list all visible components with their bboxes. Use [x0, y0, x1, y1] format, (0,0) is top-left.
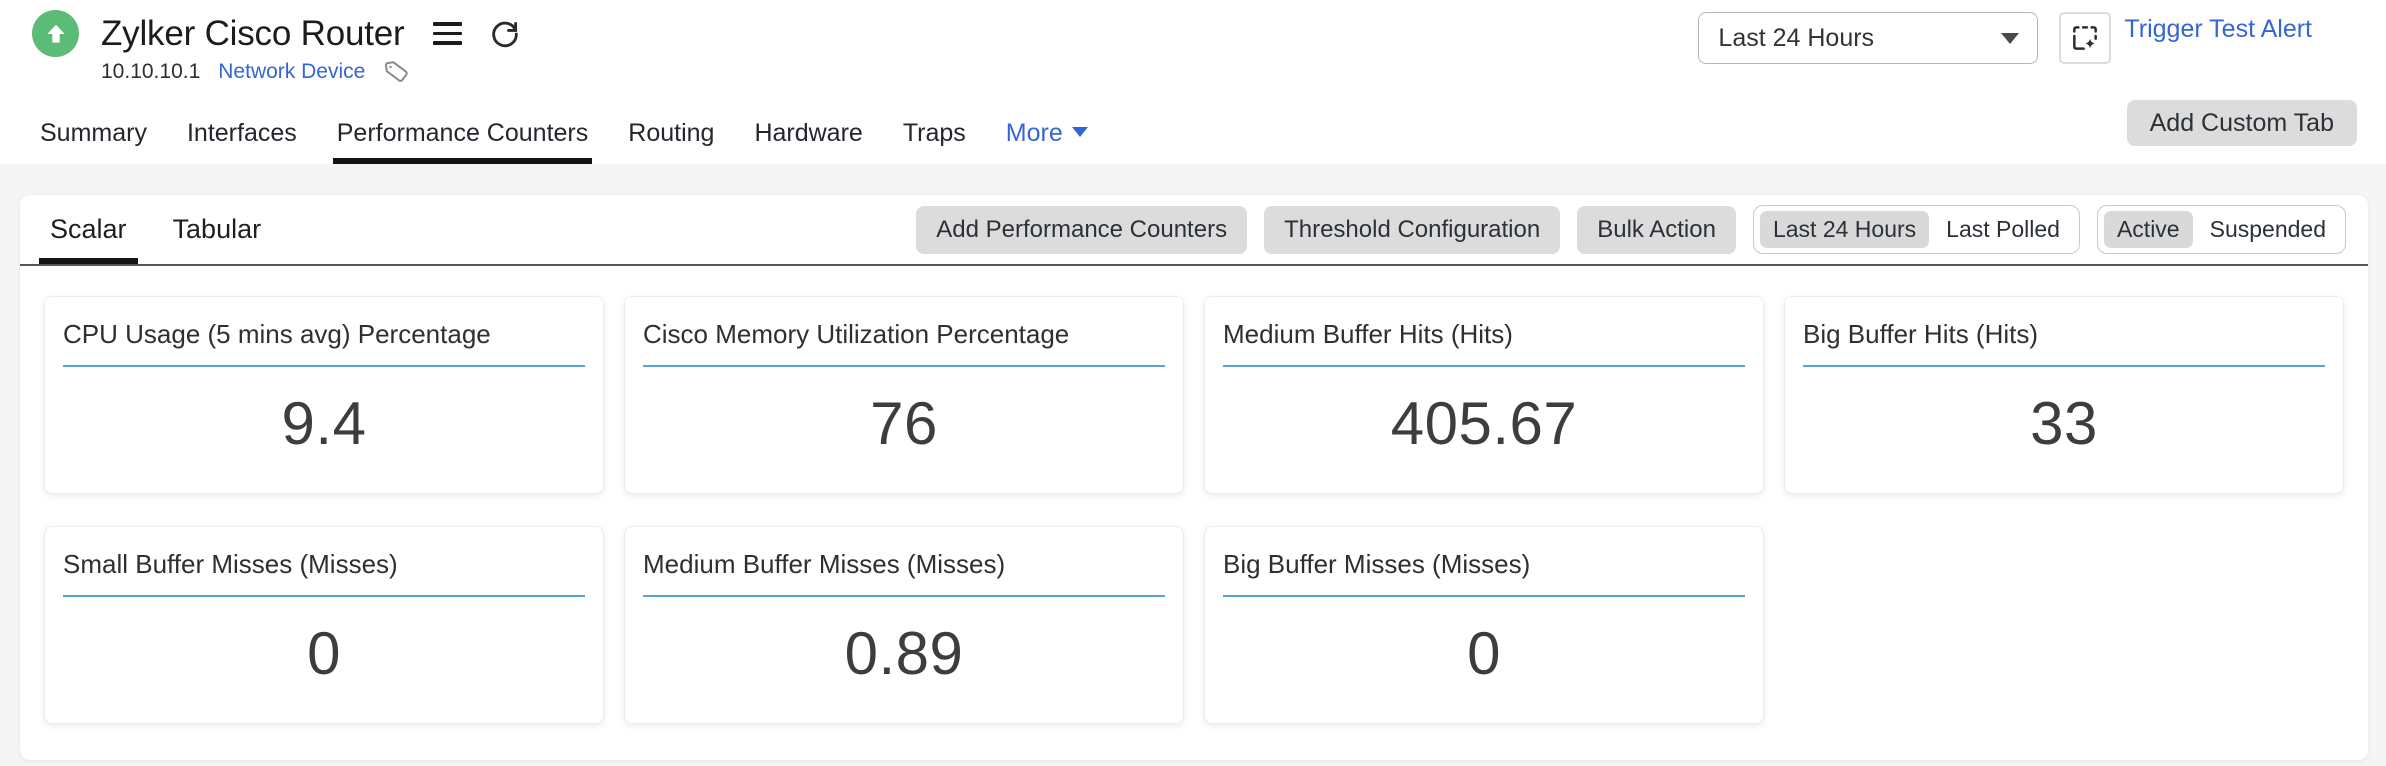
- device-ip: 10.10.10.1: [101, 59, 201, 83]
- performance-counters-panel: Scalar Tabular Add Performance Counters …: [20, 195, 2368, 760]
- counter-title: CPU Usage (5 mins avg) Percentage: [63, 319, 491, 349]
- device-status-badge: [32, 10, 79, 57]
- time-range-value: Last 24 Hours: [1718, 23, 1875, 52]
- tab-scalar[interactable]: Scalar: [39, 195, 137, 264]
- add-performance-counters-button[interactable]: Add Performance Counters: [916, 205, 1248, 254]
- view-tabs: Scalar Tabular: [39, 195, 262, 264]
- counter-value: 9.4: [281, 390, 367, 457]
- card-underline: [63, 595, 585, 597]
- device-category-link[interactable]: Network Device: [218, 59, 366, 83]
- counter-value: 0: [1467, 620, 1501, 687]
- page-title: Zylker Cisco Router: [101, 13, 405, 53]
- threshold-configuration-button[interactable]: Threshold Configuration: [1264, 205, 1561, 254]
- poll-mode-toggle: Last 24 Hours Last Polled: [1752, 205, 2080, 254]
- tab-more[interactable]: More: [1006, 119, 1088, 164]
- toggle-suspended[interactable]: Suspended: [2209, 216, 2326, 242]
- counter-title: Cisco Memory Utilization Percentage: [643, 319, 1070, 349]
- tab-interfaces[interactable]: Interfaces: [186, 119, 297, 147]
- toggle-active[interactable]: Active: [2103, 211, 2193, 248]
- bulk-action-button[interactable]: Bulk Action: [1577, 205, 1736, 254]
- toggle-last-24-hours[interactable]: Last 24 Hours: [1759, 211, 1930, 248]
- counter-value: 33: [2030, 390, 2098, 457]
- more-label: More: [1005, 119, 1063, 147]
- counter-card-cpu-usage[interactable]: CPU Usage (5 mins avg) Percentage 9.4: [44, 296, 604, 494]
- counter-value: 76: [870, 390, 938, 457]
- card-underline: [643, 365, 1165, 367]
- counter-cards-grid: CPU Usage (5 mins avg) Percentage 9.4 Ci…: [20, 266, 2368, 754]
- counter-card-memory-utilization[interactable]: Cisco Memory Utilization Percentage 76: [624, 296, 1184, 494]
- tab-tabular[interactable]: Tabular: [172, 214, 262, 244]
- tag-icon[interactable]: [383, 58, 410, 85]
- card-underline: [643, 595, 1165, 597]
- device-nav-tabs: Summary Interfaces Performance Counters …: [40, 119, 1088, 164]
- card-underline: [1223, 365, 1745, 367]
- counter-title: Small Buffer Misses (Misses): [63, 549, 398, 579]
- counter-card-big-buffer-misses[interactable]: Big Buffer Misses (Misses) 0: [1204, 526, 1764, 724]
- counter-value: 0: [307, 620, 341, 687]
- counter-card-small-buffer-misses[interactable]: Small Buffer Misses (Misses) 0: [44, 526, 604, 724]
- tab-routing[interactable]: Routing: [628, 119, 715, 147]
- refresh-icon[interactable]: [488, 17, 522, 51]
- card-underline: [1803, 365, 2325, 367]
- app-header: Zylker Cisco Router 10.10.10.1 Network D…: [0, 0, 2386, 164]
- capture-sparkle-button[interactable]: [2059, 12, 2112, 64]
- up-arrow-icon: [43, 21, 69, 47]
- card-underline: [63, 365, 585, 367]
- state-toggle: Active Suspended: [2096, 205, 2346, 254]
- header-actions: Last 24 Hours Trigger Test Alert: [1698, 12, 2312, 64]
- caret-down-icon: [2001, 32, 2020, 44]
- toggle-last-polled[interactable]: Last Polled: [1946, 216, 2060, 242]
- time-range-dropdown[interactable]: Last 24 Hours: [1698, 12, 2039, 64]
- panel-toolbar: Scalar Tabular Add Performance Counters …: [20, 195, 2368, 266]
- tab-traps[interactable]: Traps: [902, 119, 966, 147]
- capture-sparkle-icon: [2069, 22, 2101, 54]
- tab-hardware[interactable]: Hardware: [754, 119, 863, 147]
- counter-title: Big Buffer Hits (Hits): [1803, 319, 2039, 349]
- counter-value: 405.67: [1390, 390, 1578, 457]
- toolbar-actions: Add Performance Counters Threshold Confi…: [916, 205, 2346, 254]
- card-underline: [1223, 595, 1745, 597]
- caret-down-icon: [1071, 127, 1088, 137]
- add-custom-tab-button[interactable]: Add Custom Tab: [2126, 100, 2357, 146]
- counter-title: Medium Buffer Hits (Hits): [1223, 319, 1513, 349]
- counter-card-medium-buffer-misses[interactable]: Medium Buffer Misses (Misses) 0.89: [624, 526, 1184, 724]
- counter-card-medium-buffer-hits[interactable]: Medium Buffer Hits (Hits) 405.67: [1204, 296, 1764, 494]
- tab-performance-counters[interactable]: Performance Counters: [332, 119, 592, 164]
- counter-title: Medium Buffer Misses (Misses): [643, 549, 1006, 579]
- trigger-test-alert-link[interactable]: Trigger Test Alert: [2124, 15, 2312, 43]
- counter-title: Big Buffer Misses (Misses): [1223, 549, 1531, 579]
- counter-card-big-buffer-hits[interactable]: Big Buffer Hits (Hits) 33: [1784, 296, 2344, 494]
- counter-value: 0.89: [844, 620, 964, 687]
- device-sub-row: 10.10.10.1 Network Device: [101, 58, 410, 85]
- hamburger-icon[interactable]: [432, 22, 462, 45]
- device-brand-row: Zylker Cisco Router: [32, 10, 522, 57]
- tab-summary[interactable]: Summary: [40, 119, 147, 147]
